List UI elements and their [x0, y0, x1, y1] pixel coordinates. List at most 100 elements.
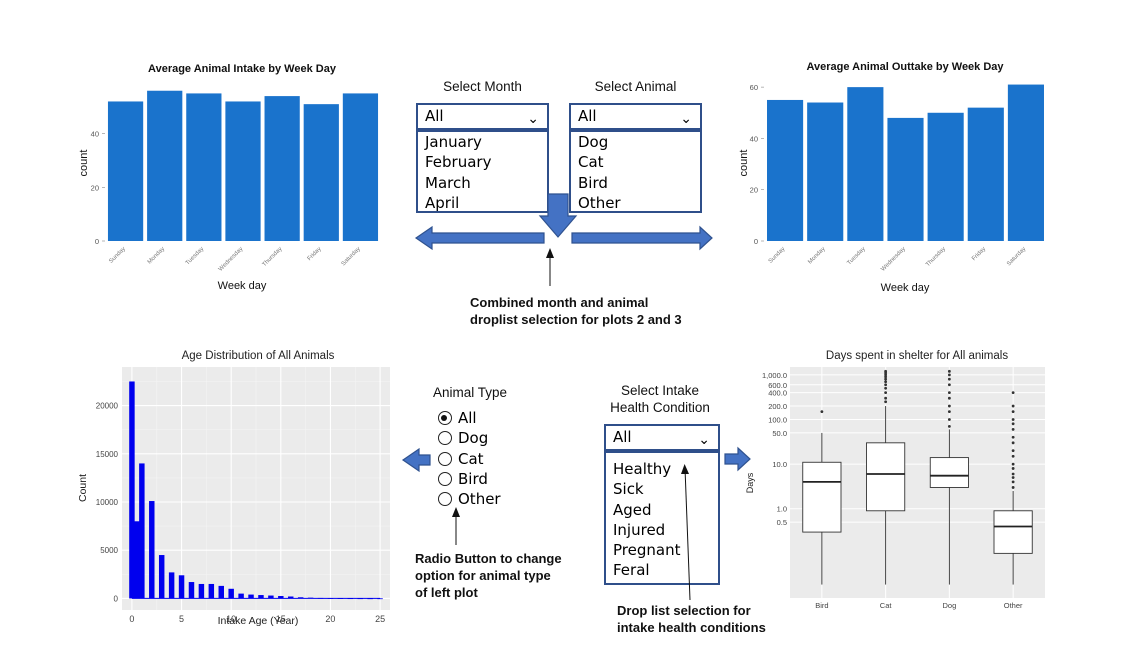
select-animal-label: Select Animal	[594, 79, 677, 94]
intake-y-label: count	[78, 150, 90, 177]
animal-dropdown[interactable]: All ⌄	[569, 103, 702, 130]
intake-plot-area: 0 20 40 Sunday Monday Tuesday Wednesday Thursda…	[91, 90, 379, 273]
outlier-point	[884, 380, 888, 384]
y-tick-label: 20	[91, 183, 99, 192]
days-chart-title: Days spent in shelter for All animals	[826, 350, 1008, 362]
histogram-bar	[188, 582, 195, 599]
x-tick-label: Sunday	[108, 246, 127, 265]
histogram-bar	[134, 521, 140, 599]
outlier-point	[947, 418, 951, 421]
histogram-bar	[198, 583, 205, 599]
animal-options-list: Dog Cat Bird Other	[569, 130, 702, 213]
health-option[interactable]: Aged	[613, 500, 652, 519]
y-tick-label: 600.0	[768, 381, 787, 390]
health-selected-value: All	[613, 428, 632, 446]
bar	[147, 90, 183, 241]
x-tick-label: Sunday	[768, 246, 787, 265]
x-tick-label: Saturday	[341, 246, 362, 267]
histogram-bar	[238, 593, 244, 599]
month-option[interactable]: March	[425, 173, 471, 192]
box	[866, 442, 906, 512]
health-option[interactable]: Injured	[613, 520, 666, 539]
outlier-point	[1011, 472, 1015, 476]
x-tick-label: Saturday	[1006, 246, 1027, 267]
bar	[807, 102, 844, 241]
x-tick-label: Wednesday	[880, 246, 907, 273]
box	[929, 457, 969, 488]
combined-annotation: Combined month and animal droplist selec…	[470, 295, 682, 327]
outtake-chart: Average Animal Outtake by Week Day 0 20 40…	[738, 61, 1044, 294]
health-option[interactable]: Feral	[613, 561, 650, 580]
age-plot-area: 0 5 10 15 20 25 0 5000 10000 15000 20000	[96, 367, 390, 624]
x-tick-label: Thursday	[925, 246, 947, 268]
month-dropdown[interactable]: All ⌄	[416, 103, 549, 130]
outlier-point	[1011, 441, 1015, 445]
radio-icon[interactable]	[438, 451, 452, 466]
radio-annotation: Radio Button to change option for animal…	[415, 551, 562, 600]
outlier-point	[947, 369, 951, 373]
x-tick-label: 10	[226, 614, 236, 624]
outlier-point	[884, 400, 888, 404]
outtake-chart-title: Average Animal Outtake by Week Day	[806, 61, 1004, 73]
y-tick-label: 5000	[100, 546, 118, 555]
animal-option[interactable]: Cat	[578, 153, 604, 172]
x-tick-label: 15	[276, 614, 286, 624]
outlier-point	[947, 410, 951, 414]
top-arrows	[414, 193, 713, 286]
radio-option-bird[interactable]: Bird	[438, 469, 501, 489]
bar	[264, 96, 300, 241]
health-option[interactable]: Sick	[613, 480, 644, 499]
radio-selected-icon[interactable]	[438, 411, 452, 426]
y-tick-label: 0	[754, 237, 758, 246]
animal-type-radio-group: All Dog Cat Bird Other	[438, 408, 501, 509]
radio-icon[interactable]	[438, 431, 452, 446]
x-tick-label: Bird	[815, 601, 828, 610]
y-tick-label: 15000	[96, 450, 119, 459]
animal-option[interactable]: Other	[578, 193, 621, 212]
histogram-bar	[178, 575, 185, 599]
radio-option-all[interactable]: All	[438, 408, 501, 428]
bar	[342, 93, 379, 241]
outlier-point	[947, 404, 951, 408]
outlier-point	[884, 391, 888, 395]
y-tick-label: 40	[750, 134, 758, 143]
radio-option-other[interactable]: Other	[438, 489, 501, 509]
health-label: Select Intake Health Condition	[610, 383, 710, 415]
y-tick-label: 1.0	[777, 505, 787, 514]
outlier-point	[820, 410, 824, 414]
y-tick-label: 0	[114, 594, 119, 603]
right-arrow-icon	[571, 225, 713, 251]
down-arrow-icon	[538, 193, 578, 238]
chevron-down-icon: ⌄	[698, 432, 710, 448]
y-tick-label: 200.0	[768, 402, 787, 411]
animal-option[interactable]: Bird	[578, 173, 608, 192]
health-dropdown[interactable]: All ⌄	[604, 424, 720, 451]
radio-option-cat[interactable]: Cat	[438, 449, 501, 469]
health-annotation: Drop list selection for intake health co…	[617, 603, 766, 635]
month-option[interactable]: January	[425, 133, 482, 151]
bar	[1007, 84, 1044, 241]
outlier-point	[1011, 404, 1015, 408]
x-tick-label: Friday	[971, 246, 987, 262]
days-y-label: Days	[745, 472, 755, 493]
radio-icon[interactable]	[438, 492, 452, 507]
month-option[interactable]: April	[425, 193, 460, 212]
age-chart-title: Age Distribution of All Animals	[182, 350, 335, 362]
bar	[847, 87, 884, 241]
animal-option[interactable]: Dog	[578, 133, 609, 151]
histogram-bar	[268, 595, 274, 599]
health-option[interactable]: Pregnant	[613, 541, 681, 560]
outlier-point	[1011, 467, 1015, 470]
histogram-bar	[377, 598, 383, 600]
health-option[interactable]: Healthy	[613, 460, 672, 478]
month-option[interactable]: February	[425, 153, 492, 172]
radio-icon[interactable]	[438, 472, 452, 487]
days-plot-area: 0.5 1.0 10.0 50.0 100.0 200.0 400.0600.01,000.…	[762, 367, 1045, 610]
select-month-label: Select Month	[443, 79, 522, 94]
outlier-point	[947, 424, 951, 428]
histogram-bar	[258, 595, 264, 599]
box	[993, 510, 1033, 554]
health-arrows	[681, 446, 751, 601]
radio-option-dog[interactable]: Dog	[438, 428, 501, 448]
y-tick-label: 20	[750, 186, 758, 195]
